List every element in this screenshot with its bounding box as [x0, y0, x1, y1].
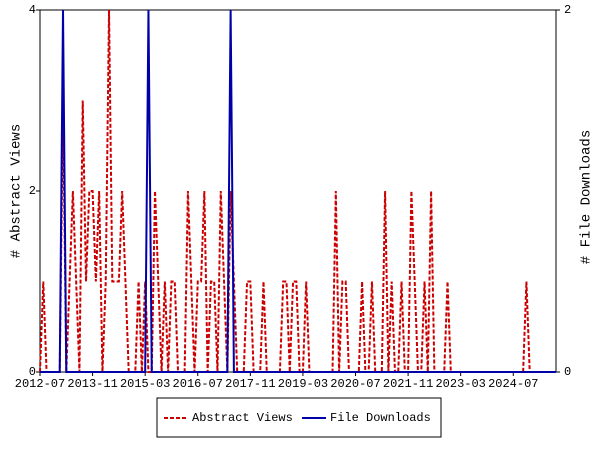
y-tick-label: 2	[29, 184, 36, 198]
y-tick-label: 4	[29, 3, 36, 17]
y2-tick-label: 0	[564, 365, 571, 379]
y-tick-label: 0	[29, 365, 36, 379]
legend-label: File Downloads	[330, 411, 431, 425]
y-axis-title: # Abstract Views	[9, 124, 25, 258]
x-tick-label: 2023-03	[435, 377, 485, 391]
x-tick-label: 2013-11	[67, 377, 117, 391]
x-tick-label: 2012-07	[15, 377, 65, 391]
x-tick-label: 2021-11	[383, 377, 433, 391]
x-tick-label: 2017-11	[225, 377, 275, 391]
y2-axis-title: # File Downloads	[579, 130, 595, 264]
y2-tick-label: 2	[564, 3, 571, 17]
x-tick-label: 2019-03	[278, 377, 328, 391]
x-tick-label: 2024-07	[488, 377, 538, 391]
x-tick-label: 2016-07	[173, 377, 223, 391]
legend-box	[156, 397, 442, 438]
series-line	[40, 9, 556, 373]
x-tick-label: 2015-03	[120, 377, 170, 391]
x-tick-label: 2020-07	[330, 377, 380, 391]
legend-label: Abstract Views	[192, 411, 293, 425]
